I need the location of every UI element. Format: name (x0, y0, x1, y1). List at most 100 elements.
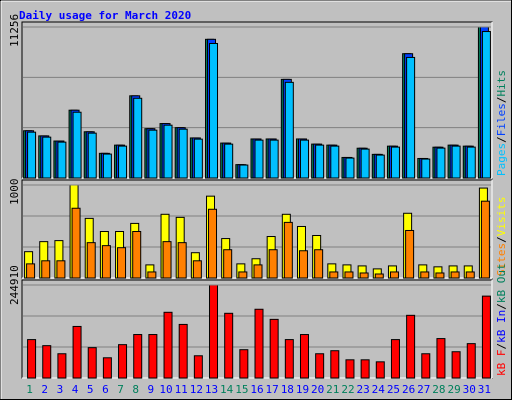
x-tick-label: 15 (235, 383, 248, 396)
bar (177, 242, 187, 279)
bar (57, 141, 67, 179)
bar (344, 271, 354, 279)
bar (162, 241, 172, 279)
bar (72, 325, 82, 379)
x-tick-label: 10 (159, 383, 172, 396)
bar (133, 97, 143, 179)
bar (238, 271, 248, 279)
x-tick-label: 4 (72, 383, 79, 396)
bar (224, 143, 234, 179)
bar (254, 308, 264, 379)
bar (163, 311, 173, 379)
x-tick-label: 20 (311, 383, 324, 396)
bar (253, 264, 263, 279)
legend-separator: / (495, 236, 508, 243)
bar (298, 250, 308, 279)
bar (406, 314, 416, 379)
bar (375, 361, 385, 379)
x-tick-label: 24 (372, 383, 386, 396)
bar (375, 154, 385, 179)
bar (360, 359, 370, 379)
x-tick-label: 23 (357, 383, 370, 396)
bar (254, 139, 264, 179)
bar (193, 355, 203, 379)
x-tick-label: 26 (402, 383, 415, 396)
bar (72, 111, 82, 179)
bar (284, 81, 294, 179)
bar (374, 273, 384, 279)
x-tick-label: 31 (478, 383, 491, 396)
x-tick-label: 30 (463, 383, 476, 396)
bar (314, 249, 324, 279)
bar (406, 56, 416, 179)
bar (42, 345, 52, 379)
bar (466, 343, 476, 379)
bar (148, 129, 158, 179)
bar (299, 139, 309, 179)
bar (359, 272, 369, 279)
bar (101, 245, 111, 279)
x-tick-label: 11 (175, 383, 188, 396)
x-tick-label: 2 (41, 383, 48, 396)
bar (389, 271, 399, 279)
x-tick-label: 18 (281, 383, 294, 396)
bar (345, 157, 355, 179)
bar (420, 271, 430, 279)
legend-entry: Sites (495, 243, 508, 276)
bar (436, 147, 446, 179)
bar (147, 271, 157, 279)
bar (481, 31, 491, 179)
x-tick-label: 1 (26, 383, 33, 396)
bar (132, 231, 142, 279)
legend-separator: / (495, 136, 508, 143)
bar (56, 260, 66, 279)
bar (481, 295, 491, 379)
bar (117, 247, 127, 279)
bar (27, 131, 37, 179)
bar (223, 249, 233, 279)
bar (118, 344, 128, 379)
x-tick-label: 21 (326, 383, 339, 396)
legend-entry: Pages (495, 143, 508, 176)
bar (178, 323, 188, 379)
chart-title: Daily usage for March 2020 (19, 9, 191, 22)
bar (57, 353, 67, 379)
bar (133, 334, 143, 379)
bar (315, 144, 325, 179)
x-tick-label: 27 (417, 383, 430, 396)
bar (268, 249, 278, 279)
bar (435, 272, 445, 279)
legend-entry: kB In (495, 310, 508, 343)
bar (390, 339, 400, 379)
bar (86, 242, 96, 279)
legend: Pages/Files/Hits (495, 70, 508, 176)
bar (345, 359, 355, 379)
bar (329, 271, 339, 279)
bar (283, 221, 293, 279)
bar (42, 136, 52, 179)
x-tick-label: 7 (117, 383, 124, 396)
bar (390, 146, 400, 179)
bar (163, 124, 173, 179)
bar (480, 200, 490, 279)
bar (193, 138, 203, 179)
bar (269, 318, 279, 379)
bar (269, 139, 279, 179)
bar (360, 148, 370, 179)
y-tick-label: 244910 (8, 265, 21, 305)
bar (118, 145, 128, 179)
x-tick-label: 19 (296, 383, 309, 396)
bar (41, 260, 51, 279)
bar (405, 229, 415, 279)
legend-entry: kB Out (495, 263, 508, 303)
bar (451, 145, 461, 179)
x-tick-label: 17 (266, 383, 279, 396)
bar (148, 334, 158, 379)
bar (209, 42, 219, 179)
x-tick-label: 9 (148, 383, 155, 396)
bar (208, 208, 218, 279)
x-tick-label: 25 (387, 383, 400, 396)
bar (421, 158, 431, 179)
legend-entry: kB F (495, 350, 508, 377)
